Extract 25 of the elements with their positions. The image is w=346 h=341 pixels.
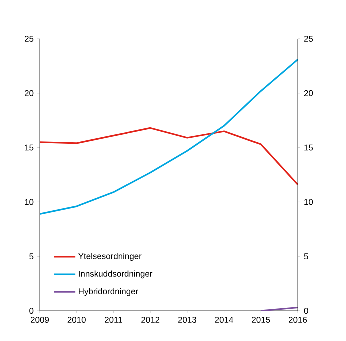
y-tick-label: 5 [30, 254, 34, 260]
x-tick-label: 2015 [252, 317, 270, 323]
x-tick-label: 2009 [31, 317, 50, 323]
legend-label: Hybridordninger [79, 288, 138, 296]
y2-tick-label: 5 [304, 254, 308, 260]
y-tick-label: 0 [30, 308, 34, 314]
y2-tick-label: 15 [304, 144, 314, 151]
x-tick-label: 2016 [289, 317, 308, 323]
x-tick-label: 2013 [178, 317, 196, 323]
line-series [40, 58, 298, 215]
y-tick-label: 15 [25, 144, 34, 151]
x-tick-label: 2011 [105, 317, 122, 323]
x-tick-label: 2010 [68, 317, 86, 323]
y-tick-label: 25 [24, 36, 34, 42]
legend-label: Innskuddsordninger [79, 270, 153, 279]
y-tick-label: 20 [24, 90, 34, 96]
line-series [40, 127, 298, 186]
y2-tick-label: 20 [304, 90, 314, 96]
y-tick-label: 10 [25, 199, 34, 206]
y2-tick-label: 25 [304, 36, 314, 42]
x-tick-label: 2014 [215, 317, 234, 323]
legend-label: Ytelsesordninger [78, 253, 142, 262]
x-tick-label: 2012 [142, 317, 160, 323]
y2-tick-label: 10 [304, 199, 314, 206]
y2-tick-label: 0 [304, 308, 308, 314]
